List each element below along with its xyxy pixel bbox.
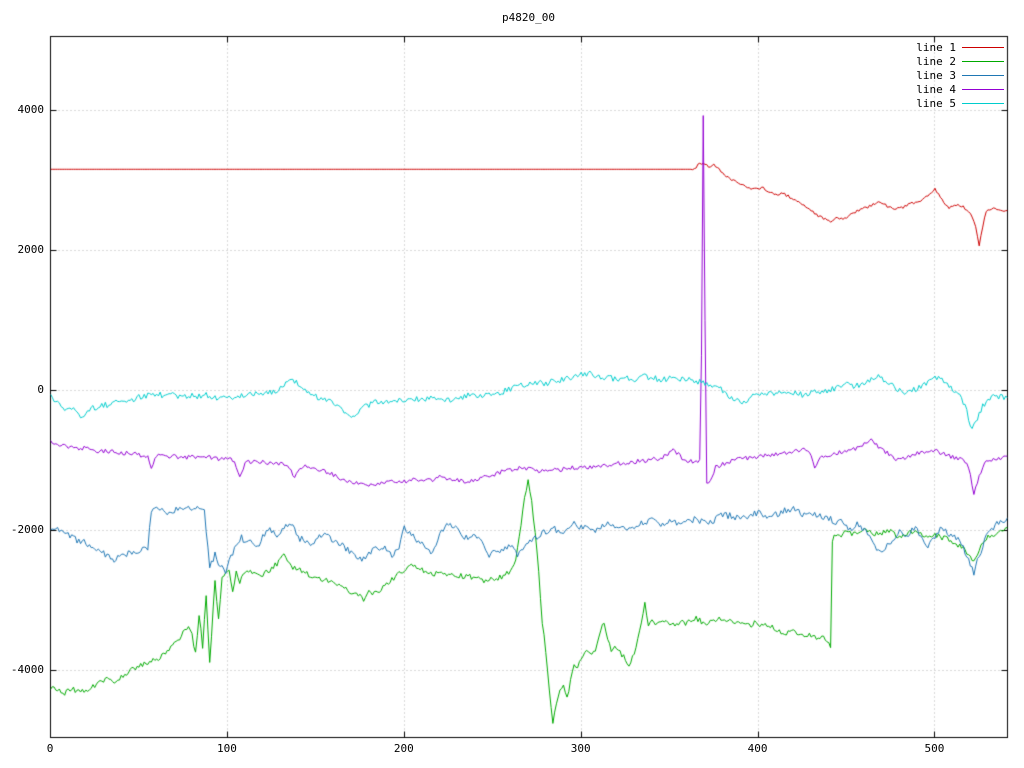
legend-label: line 3 [916, 68, 956, 82]
y-axis-tick-label: -4000 [10, 663, 44, 676]
legend-entry: line 1 [916, 40, 1004, 54]
legend-entry: line 4 [916, 82, 1004, 96]
y-axis-tick-label: -2000 [10, 523, 44, 536]
x-axis-tick-label: 300 [570, 742, 591, 755]
legend: line 1 line 2 line 3 line 4 line 5 [916, 40, 1004, 110]
x-axis-tick-label: 500 [924, 742, 945, 755]
legend-entry: line 2 [916, 54, 1004, 68]
legend-line-sample [962, 60, 1004, 62]
chart-title: p4820_00 [502, 11, 555, 24]
legend-label: line 4 [916, 82, 956, 96]
legend-label: line 2 [916, 54, 956, 68]
legend-line-sample [962, 102, 1004, 104]
y-axis-tick-label: 0 [37, 383, 44, 396]
legend-line-sample [962, 46, 1004, 48]
legend-label: line 1 [916, 40, 956, 54]
legend-label: line 5 [916, 96, 956, 110]
y-axis-tick-label: 4000 [17, 102, 45, 116]
legend-line-sample [962, 88, 1004, 90]
x-axis-tick-label: 0 [46, 742, 54, 755]
legend-entry: line 3 [916, 68, 1004, 82]
x-axis-tick-label: 100 [216, 742, 237, 755]
legend-entry: line 5 [916, 96, 1004, 110]
legend-line-sample [962, 74, 1004, 76]
x-axis-tick-label: 400 [747, 742, 768, 755]
x-axis-tick-label: 200 [393, 742, 414, 755]
y-axis-tick-label: 2000 [17, 242, 45, 256]
